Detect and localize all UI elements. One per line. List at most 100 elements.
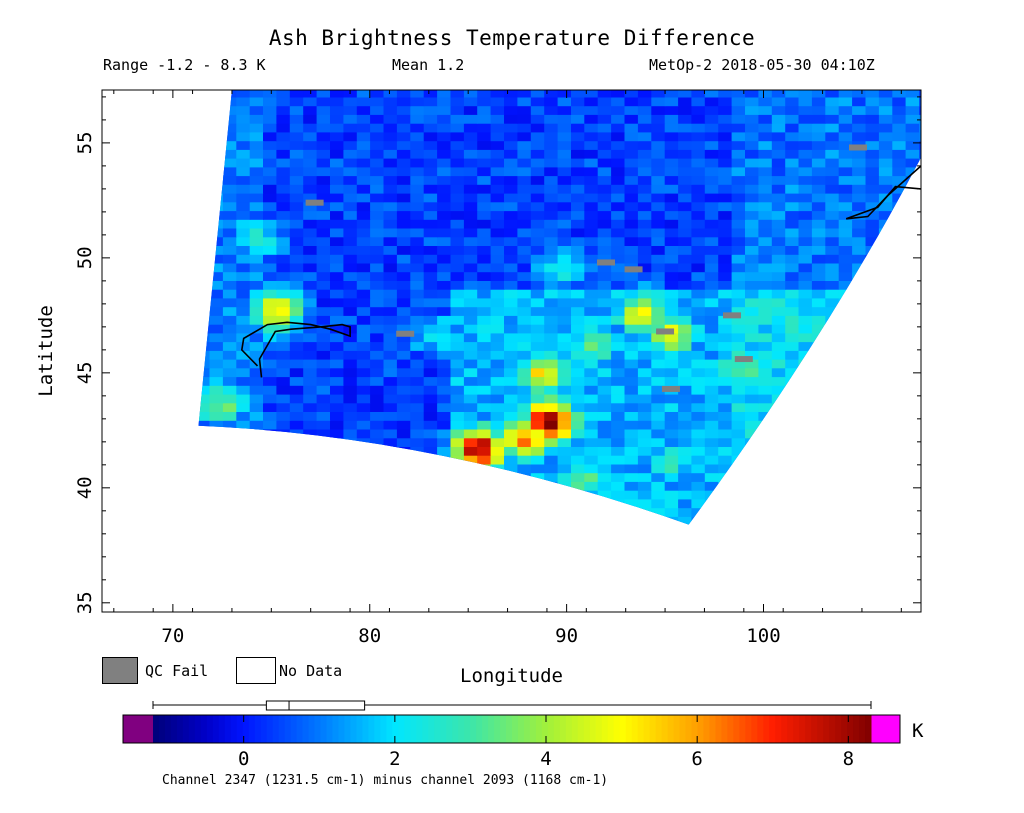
swath-pixel [878,90,893,98]
swath-pixel [463,193,478,203]
colorbar-segment [392,715,399,743]
swath-pixel [316,411,331,421]
swath-pixel [383,359,398,369]
swath-pixel [236,210,251,220]
swath-pixel [423,341,438,351]
swath-pixel [571,219,585,229]
swath-pixel [209,411,224,421]
swath-pixel [718,350,733,360]
swath-pixel [383,254,398,264]
swath-pixel [236,254,251,264]
colorbar-segment [470,715,477,743]
swath-pixel [611,236,626,246]
swath-pixel [463,359,478,369]
x-tick-label: 100 [746,625,780,647]
swath-pixel [758,297,773,308]
swath-pixel [637,219,652,229]
swath-pixel [517,315,532,325]
swath-pixel [584,359,599,369]
swath-pixel [303,271,318,281]
colorbar-unit: K [912,720,924,742]
swath-pixel [450,376,465,386]
swath-pixel [343,158,358,168]
swath-pixel [731,446,746,456]
swath-pixel [597,184,612,194]
swath-pixel [530,402,545,412]
swath-pixel [651,394,666,404]
swath-pixel [383,105,398,115]
swath-pixel [678,455,693,465]
swath-pixel [718,158,733,168]
swath-pixel [222,131,237,142]
swath-pixel [276,245,291,255]
swath-pixel [437,158,452,168]
swath-pixel [517,271,532,281]
swath-pixel [517,105,532,115]
swath-pixel [236,114,251,124]
swath-pixel [584,297,599,308]
swath-pixel [423,123,438,133]
swath-pixel [263,245,277,255]
swath-pixel [410,394,425,404]
swath-pixel [624,324,639,334]
colorbar-segment [751,715,758,743]
swath-pixel [838,254,853,264]
swath-pixel [704,193,719,203]
swath-pixel [651,184,666,194]
swath-pixel [758,90,773,98]
swath-pixel [410,96,425,107]
swath-pixel [490,297,505,308]
swath-pixel [651,271,666,281]
swath-pixel [396,114,411,124]
swath-pixel [490,271,505,281]
y-axis-title: Latitude [35,305,57,397]
swath-pixel [731,184,746,194]
swath-pixel [718,332,733,343]
swath-pixel [718,394,733,404]
swath-pixel [852,184,867,194]
swath-pixel [222,210,237,220]
swath-pixel [678,516,693,525]
swath-pixel [450,385,465,395]
swath-pixel [678,402,693,412]
swath-pixel [758,332,773,343]
swath-pixel [423,437,438,447]
swath-pixel [410,402,425,412]
swath-pixel [825,131,840,142]
swath-pixel [544,297,559,308]
swath-pixel [651,411,666,421]
swath-pixel [370,429,385,439]
swath-pixel [731,131,746,142]
swath-pixel [289,175,304,185]
swath-pixel [584,385,599,395]
swath-pixel [289,114,304,124]
swath-pixel [704,166,719,177]
swath-pixel [437,385,452,395]
swath-pixel [651,359,666,369]
swath-pixel [664,105,679,115]
swath-pixel [704,114,719,124]
swath-pixel [597,262,612,273]
colorbar-segment [541,715,549,743]
swath-pixel [437,437,452,447]
swath-pixel [437,114,452,124]
swath-pixel [450,201,465,212]
swath-pixel [704,306,719,316]
swath-pixel [517,367,532,378]
swath-pixel [356,402,371,412]
swath-pixel [745,385,759,395]
swath-pixel [905,114,920,124]
swath-pixel [745,131,759,142]
swath-pixel [276,96,291,107]
swath-pixel [758,201,773,212]
swath-pixel [383,166,398,177]
swath-pixel [410,306,425,316]
swath-pixel [691,140,706,150]
swath-pixel [356,166,371,177]
swath-pixel [289,420,304,430]
swath-pixel [356,359,371,369]
swath-pixel [410,254,425,264]
swath-pixel [316,367,331,378]
swath-pixel [530,90,545,98]
x-axis-title: Longitude [460,665,563,687]
